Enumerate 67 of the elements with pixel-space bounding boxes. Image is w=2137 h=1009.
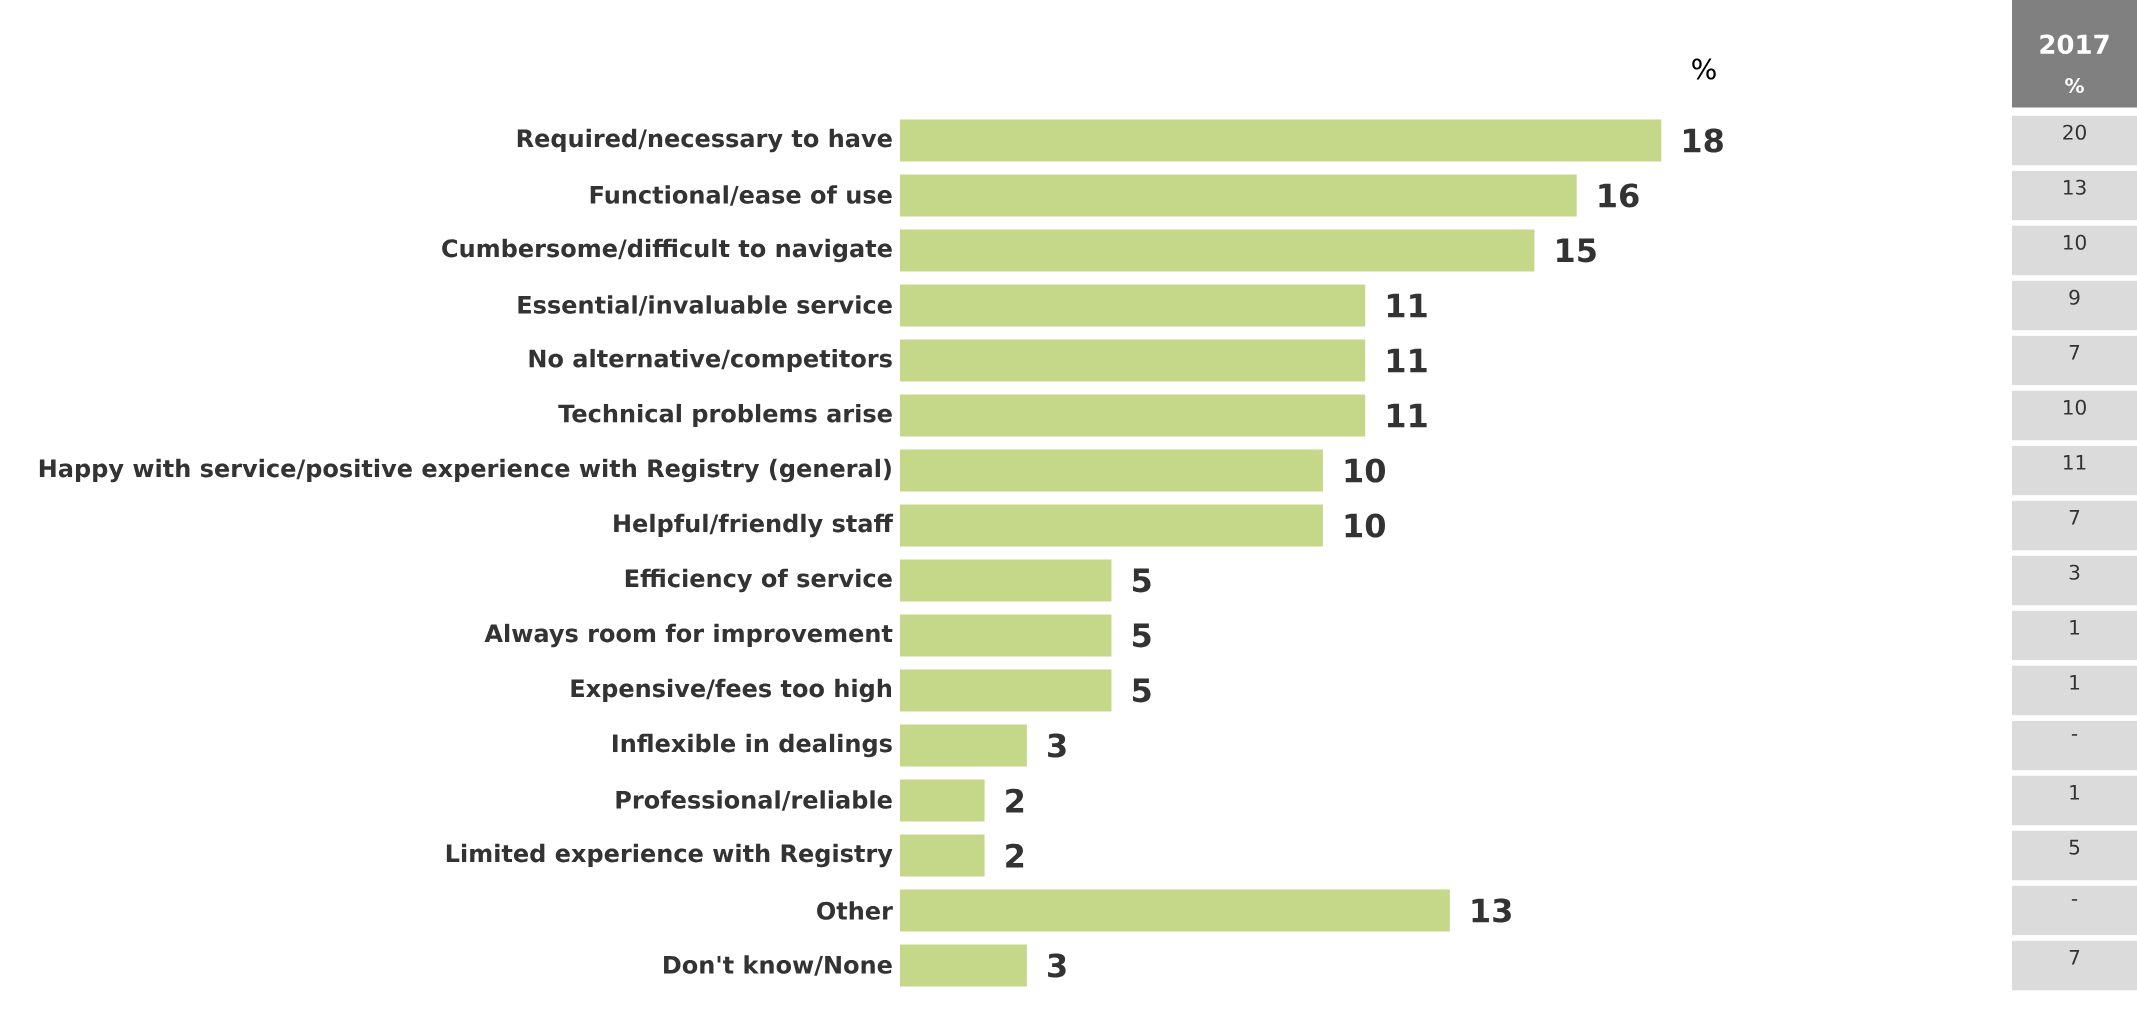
text: 2017 [2040, 34, 2109, 55]
y-tick-label: Efficiency of service [625, 568, 892, 593]
text: 7 [2069, 509, 2080, 525]
y-tick-label: Don't know/None [664, 955, 892, 976]
data-label: 18 [1683, 128, 1723, 153]
text: 20 [2063, 124, 2086, 140]
y-tick-label: Essential/invaluable service [518, 295, 892, 316]
y-tick-label: Professional/reliable [616, 790, 892, 811]
data-label: 2 [1006, 843, 1024, 868]
text: 13 [2063, 179, 2086, 195]
bar [900, 229, 1535, 272]
data-label: 13 [1472, 898, 1511, 923]
y-tick-label: Technical problems arise [558, 403, 892, 428]
bar [900, 174, 1577, 217]
bar [900, 614, 1112, 657]
data-label: 5 [1133, 623, 1151, 648]
y-tick-label: Helpful/friendly staff [614, 513, 894, 538]
data-label: 11 [1387, 348, 1427, 373]
text: 10 [2063, 399, 2086, 415]
bar [900, 284, 1366, 327]
bar [900, 944, 1027, 987]
y-tick-label: Cumbersome/difficult to navigate [442, 238, 892, 263]
data-label: 16 [1599, 183, 1639, 208]
bar [900, 504, 1323, 547]
y-tick-label: Happy with service/positive experience with Registry (general) [39, 458, 891, 483]
text: 3 [2069, 564, 2080, 580]
bar [900, 889, 1450, 932]
bar [900, 394, 1366, 437]
data-label: 15 [1557, 238, 1596, 263]
y-tick-label: Functional/ease of use [590, 185, 892, 206]
text: - [2071, 734, 2078, 736]
text: 11 [2063, 454, 2086, 470]
data-label: 10 [1345, 458, 1386, 483]
y-tick-label: Required/necessary to have [517, 128, 892, 153]
bar [900, 339, 1366, 382]
data-label: 2 [1006, 788, 1024, 813]
data-label: 3 [1048, 733, 1066, 758]
bar [900, 724, 1027, 767]
data-label: 11 [1387, 293, 1427, 318]
x-axis-title: % [1692, 58, 1716, 80]
text: 1 [2070, 784, 2080, 800]
y-tick-label: Other [817, 901, 893, 920]
bar [900, 779, 985, 822]
y-tick-label: No alternative/competitors [529, 348, 892, 373]
data-label: 5 [1133, 568, 1151, 593]
data-label: 3 [1048, 953, 1066, 978]
text: 7 [2069, 344, 2080, 360]
y-tick-label: Limited experience with Registry [446, 843, 893, 868]
y-tick-label: Always room for improvement [484, 623, 893, 648]
data-label: 11 [1387, 403, 1427, 428]
text: 5 [2069, 839, 2080, 855]
bar [900, 449, 1323, 492]
y-tick-label: Expensive/fees too high [571, 678, 892, 703]
text: % [2065, 77, 2084, 94]
text: 9 [2069, 289, 2080, 305]
text: 1 [2070, 674, 2080, 690]
text: 10 [2063, 234, 2086, 250]
data-label: 10 [1345, 513, 1386, 538]
data-label: 5 [1133, 678, 1151, 703]
y-tick-label: Inflexible in dealings [612, 733, 892, 758]
text: 7 [2069, 949, 2080, 965]
text: 1 [2070, 619, 2080, 635]
bar [900, 834, 985, 877]
bar [900, 559, 1112, 602]
bar [900, 669, 1112, 712]
text: - [2071, 899, 2078, 901]
bar [900, 119, 1662, 162]
